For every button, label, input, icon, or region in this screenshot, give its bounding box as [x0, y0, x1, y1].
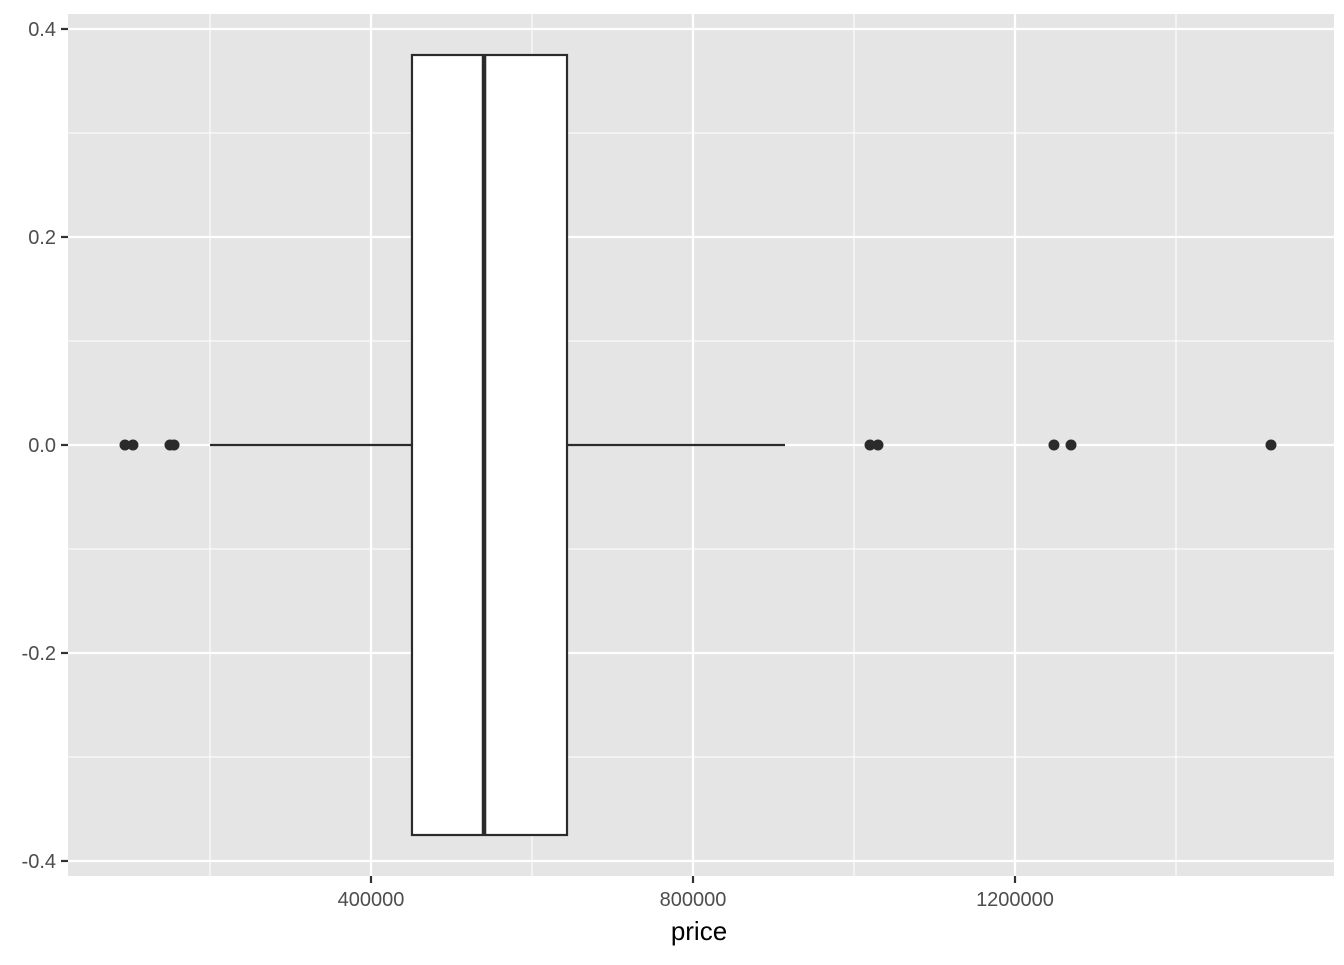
y-tick-label: 0.0	[28, 435, 56, 457]
outlier-point	[872, 439, 884, 451]
box-iqr	[410, 53, 569, 837]
axes: 400000 800000 1200000 -0.4 -0.2 0.0 0.2 0.4	[22, 19, 1054, 911]
x-tick-label: 1200000	[976, 889, 1054, 911]
x-axis-title: price	[671, 916, 727, 946]
box-marks	[119, 53, 1277, 837]
outlier-point	[119, 439, 131, 451]
outlier-point	[1065, 439, 1077, 451]
x-tick-label: 800000	[660, 889, 727, 911]
outlier-point	[864, 439, 876, 451]
outlier-point	[1265, 439, 1277, 451]
y-tick-label: 0.4	[28, 19, 56, 41]
outlier-point	[168, 439, 180, 451]
outlier-point	[1048, 439, 1060, 451]
outlier-point	[127, 439, 139, 451]
y-tick-label: 0.2	[28, 227, 56, 249]
y-tick-label: -0.2	[22, 643, 56, 665]
x-tick-label: 400000	[338, 889, 405, 911]
y-tick-label: -0.4	[22, 851, 56, 873]
